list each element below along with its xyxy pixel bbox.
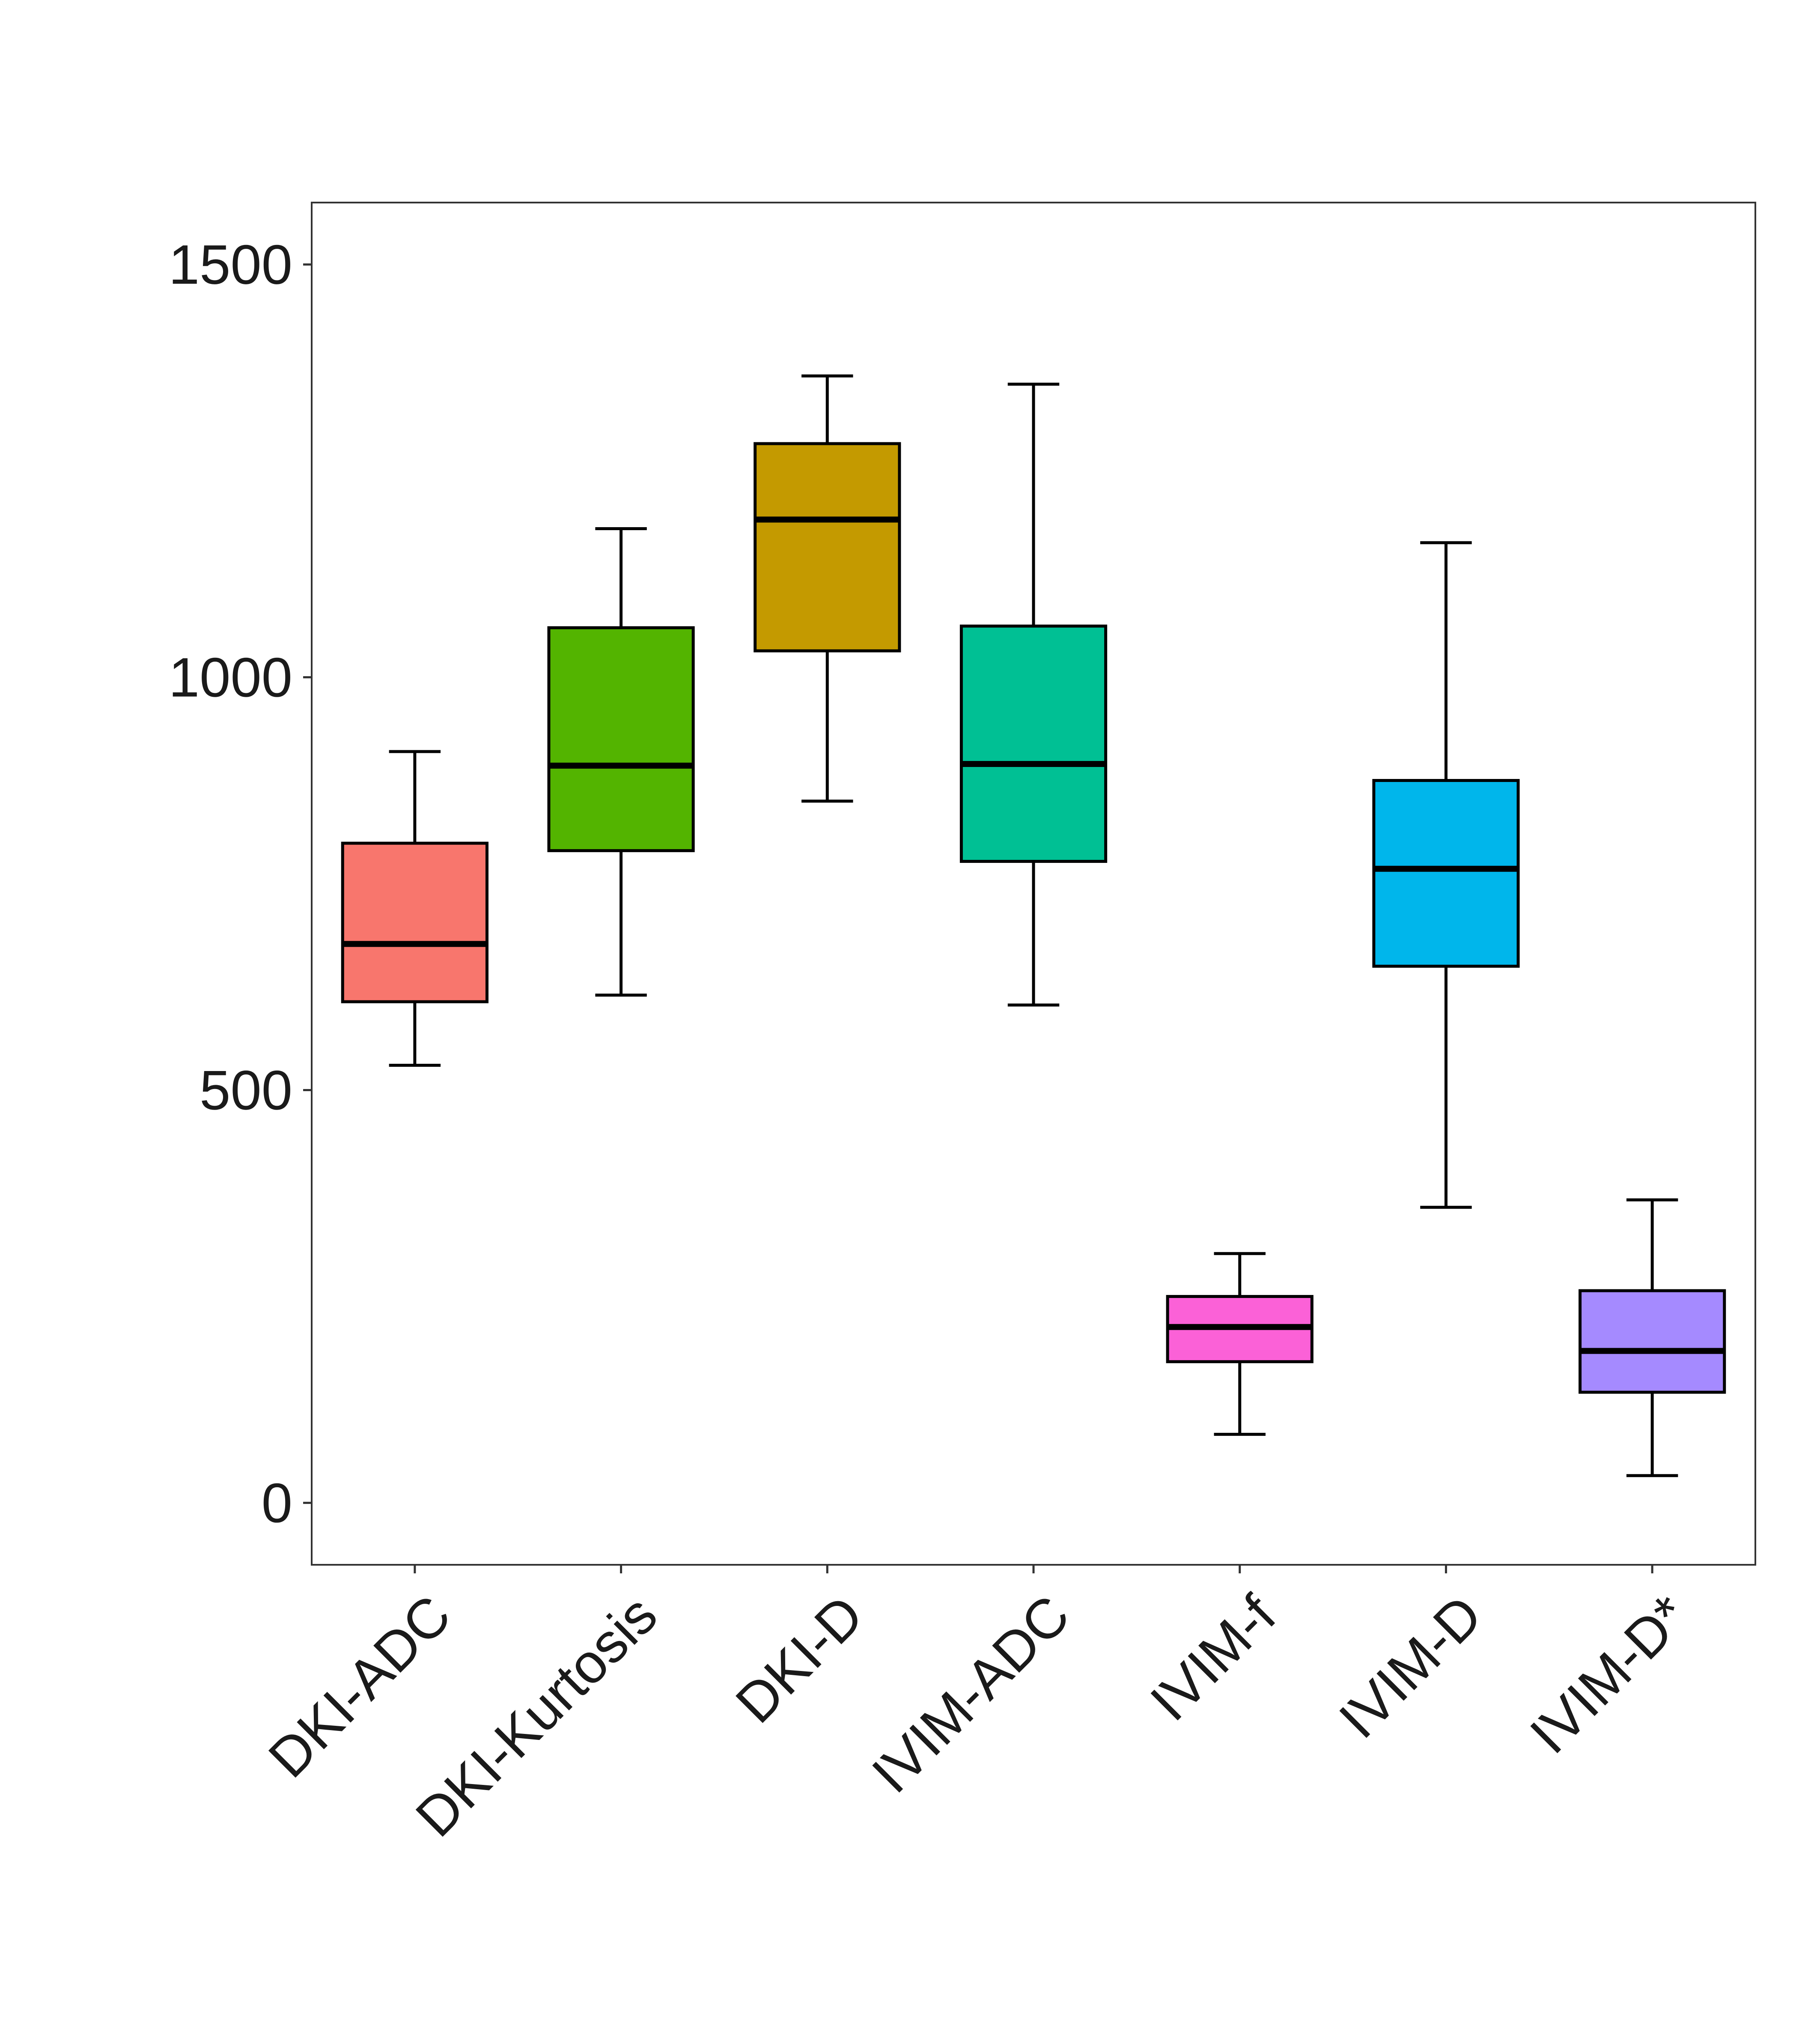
box-dki-adc xyxy=(341,750,489,1067)
box-iqr xyxy=(1372,779,1520,968)
box-ivim-d-star xyxy=(1579,1198,1726,1477)
box-iqr xyxy=(341,841,489,1003)
box-iqr xyxy=(754,442,901,653)
box-dki-d xyxy=(754,374,901,803)
box-ivim-d xyxy=(1372,541,1520,1209)
y-tick-label-1500: 1500 xyxy=(169,233,292,296)
box-ivim-adc xyxy=(959,382,1108,1007)
y-axis: 0 500 1000 1500 xyxy=(169,233,312,1534)
y-tick-label-1000: 1000 xyxy=(169,646,292,709)
box-iqr xyxy=(547,626,695,852)
box-iqr xyxy=(1579,1289,1726,1394)
boxes-layer xyxy=(341,374,1726,1477)
y-tick-label-0: 0 xyxy=(262,1471,292,1534)
box-dki-kurtosis xyxy=(547,527,695,997)
y-tick-label-500: 500 xyxy=(200,1059,292,1121)
box-iqr xyxy=(959,624,1108,863)
box-ivim-f xyxy=(1166,1252,1314,1436)
